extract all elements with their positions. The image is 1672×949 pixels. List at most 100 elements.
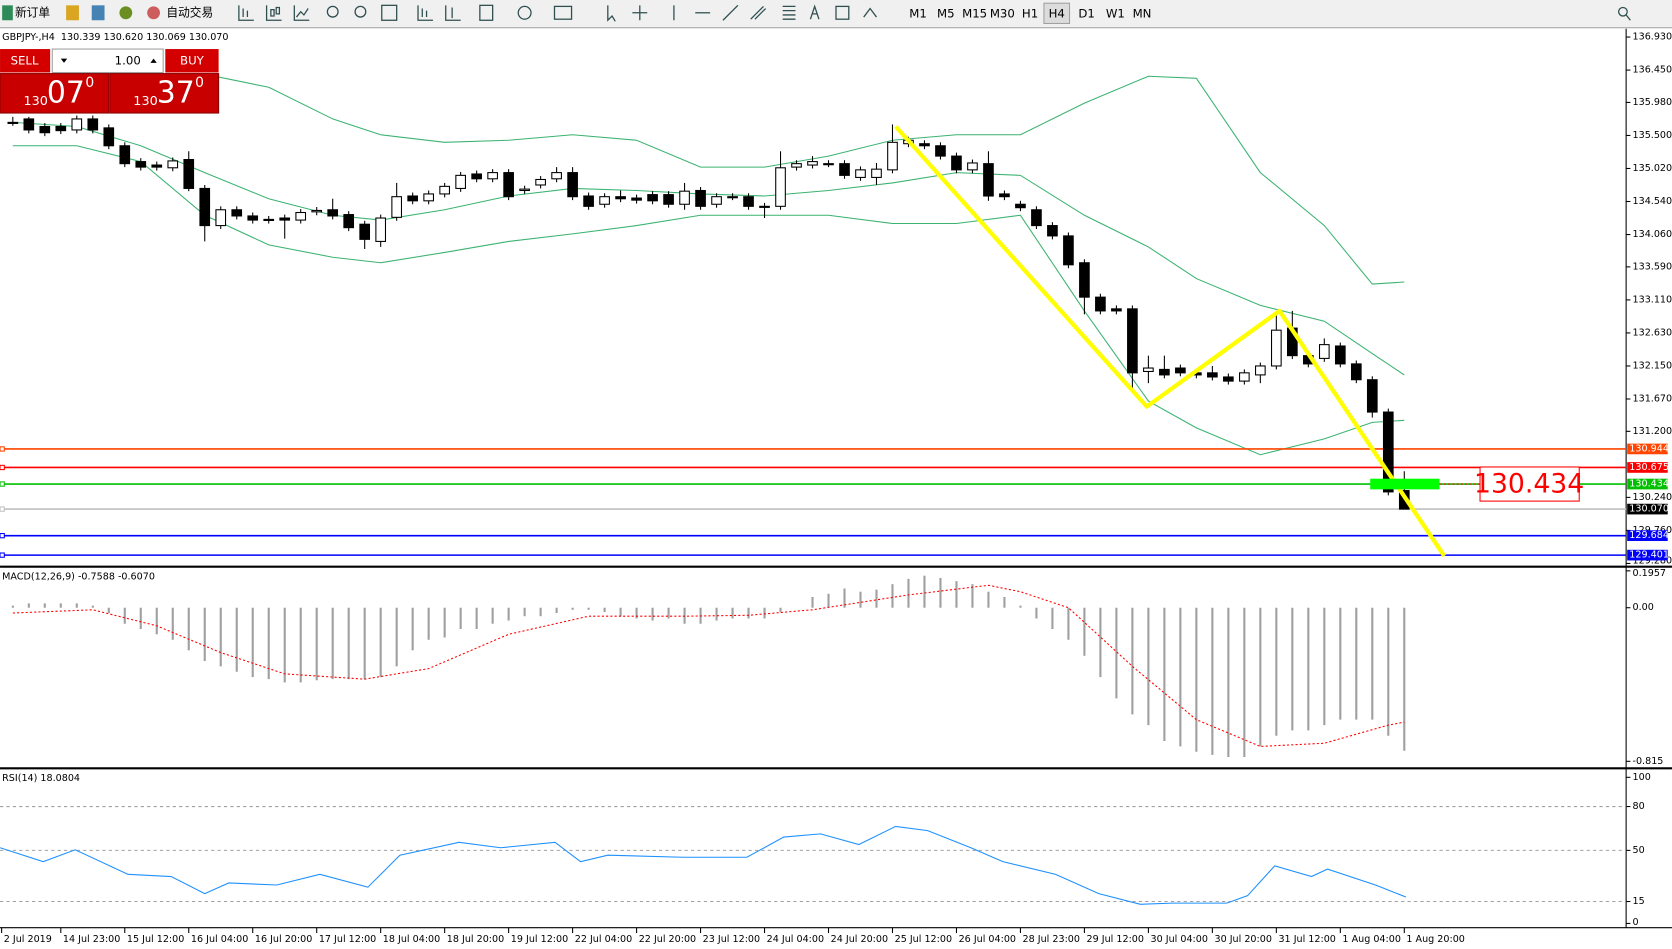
candle-body (135, 161, 147, 168)
candle-body (1318, 344, 1330, 359)
text-icon[interactable] (809, 4, 820, 20)
timeframe-button[interactable]: M1 (909, 6, 927, 20)
candle-icon[interactable] (265, 5, 282, 21)
search-icon-handle[interactable] (1625, 14, 1631, 21)
y-tick-label: 133.110 (1633, 294, 1672, 305)
scroll-icon[interactable] (417, 5, 433, 21)
periods-icon[interactable] (517, 5, 532, 20)
cursor-icon[interactable] (607, 5, 616, 22)
timeframe-button[interactable]: M30 (990, 6, 1015, 20)
timeframe-button[interactable]: H1 (1022, 6, 1038, 20)
timeframe-button[interactable]: M15 (962, 6, 987, 20)
new-order-button[interactable]: 新订单 (15, 5, 50, 19)
y-tick-label: 131.200 (1633, 426, 1672, 437)
x-tick-label: 30 Jul 04:00 (1151, 934, 1208, 945)
buy-button[interactable] (165, 49, 219, 73)
toolbar-icon[interactable] (91, 5, 105, 21)
candle-body (343, 214, 355, 229)
toolbar-icon[interactable] (66, 5, 79, 21)
timeframe-button[interactable]: H4 (1049, 6, 1065, 20)
tile-icon[interactable] (381, 4, 398, 21)
timeframe-button[interactable]: W1 (1106, 6, 1125, 20)
candle-body (151, 164, 163, 168)
level-label-box (1627, 462, 1668, 473)
candle-body (727, 196, 738, 199)
x-tick-label: 26 Jul 04:00 (959, 934, 1016, 945)
y-tick-label: 15 (1633, 896, 1645, 907)
indicators-icon[interactable] (479, 4, 494, 21)
y-tick-label: 136.930 (1633, 32, 1672, 43)
candle-body (391, 196, 403, 218)
bar-chart-icon[interactable] (238, 5, 254, 21)
ask-price-box[interactable] (109, 73, 220, 114)
candle-body (7, 121, 19, 124)
x-tick-label: 18 Jul 20:00 (447, 934, 504, 945)
candle-body (951, 155, 962, 171)
bid-price-box[interactable] (0, 73, 110, 114)
level-handle[interactable] (0, 506, 5, 512)
arrows-icon[interactable] (863, 7, 878, 18)
label-icon[interactable] (835, 5, 850, 20)
bid-main: 07 (47, 75, 85, 110)
y-tick-label: 0.1957 (1633, 568, 1667, 579)
timeframe-button[interactable]: D1 (1078, 6, 1094, 20)
x-tick-label: 24 Jul 20:00 (831, 934, 888, 945)
annotation-marker (1370, 478, 1440, 490)
bollinger-lower (12, 145, 1405, 456)
sell-button[interactable] (0, 49, 51, 73)
candle-body (439, 185, 450, 195)
level-handle[interactable] (0, 481, 5, 487)
crosshair-icon[interactable] (632, 5, 648, 21)
trendline-icon[interactable] (722, 4, 739, 21)
toolbar-icons (238, 4, 1631, 22)
y-tick-label: -0.815 (1633, 756, 1664, 767)
candle-body (1223, 376, 1234, 382)
annotation-label: 130.434 (1474, 469, 1584, 500)
zoom-in-icon[interactable] (326, 5, 339, 18)
x-tick-label: 18 Jul 04:00 (383, 934, 440, 945)
annotation-box (1479, 466, 1580, 502)
level-label-box (1627, 549, 1668, 561)
candle-body (103, 127, 115, 147)
level-handle[interactable] (0, 532, 5, 539)
timeframe-button[interactable]: MN (1133, 6, 1152, 20)
level-handle[interactable] (0, 446, 5, 452)
auto-trading-icon[interactable] (147, 6, 160, 20)
fibo-icon[interactable] (782, 5, 796, 20)
auto-trading-button[interactable]: 自动交易 (166, 5, 213, 19)
y-tick-label: 130.240 (1633, 492, 1672, 503)
zigzag-drawing (894, 125, 1447, 558)
candle-body (855, 169, 866, 178)
channel-icon[interactable] (750, 5, 767, 20)
lots-input[interactable] (51, 48, 164, 74)
search-icon[interactable] (1618, 6, 1628, 17)
level-handle[interactable] (0, 552, 5, 558)
x-tick-label: 16 Jul 20:00 (255, 934, 312, 945)
line-icon[interactable] (293, 5, 310, 21)
lots-up[interactable] (150, 58, 157, 63)
candle-body (871, 168, 882, 178)
templates-icon[interactable] (553, 5, 573, 20)
x-tick-label: 25 Jul 12:00 (895, 934, 952, 945)
lots-down[interactable] (60, 58, 68, 63)
candle-body (647, 194, 658, 202)
candle-body (183, 158, 195, 189)
zoom-out-icon[interactable] (354, 5, 367, 18)
level-label-box (1627, 503, 1668, 515)
y-tick-label: 134.540 (1633, 196, 1672, 207)
toolbar-icon[interactable] (119, 6, 133, 20)
candle-body (455, 174, 466, 189)
timeframe-button[interactable]: M5 (937, 6, 955, 20)
lots-value: 1.00 (115, 53, 141, 67)
new-order-icon[interactable] (2, 5, 13, 21)
level-handle[interactable] (0, 464, 5, 471)
y-tick-label: 136.450 (1633, 65, 1672, 76)
y-tick-label: 135.980 (1633, 97, 1672, 108)
x-tick-label: 14 Jul 23:00 (63, 934, 120, 945)
shift-icon[interactable] (445, 5, 461, 21)
ask-main: 37 (157, 75, 195, 110)
candle-body (1334, 345, 1346, 365)
level-label: 130.070 (1629, 504, 1669, 515)
bid-pip: 0 (85, 75, 94, 91)
